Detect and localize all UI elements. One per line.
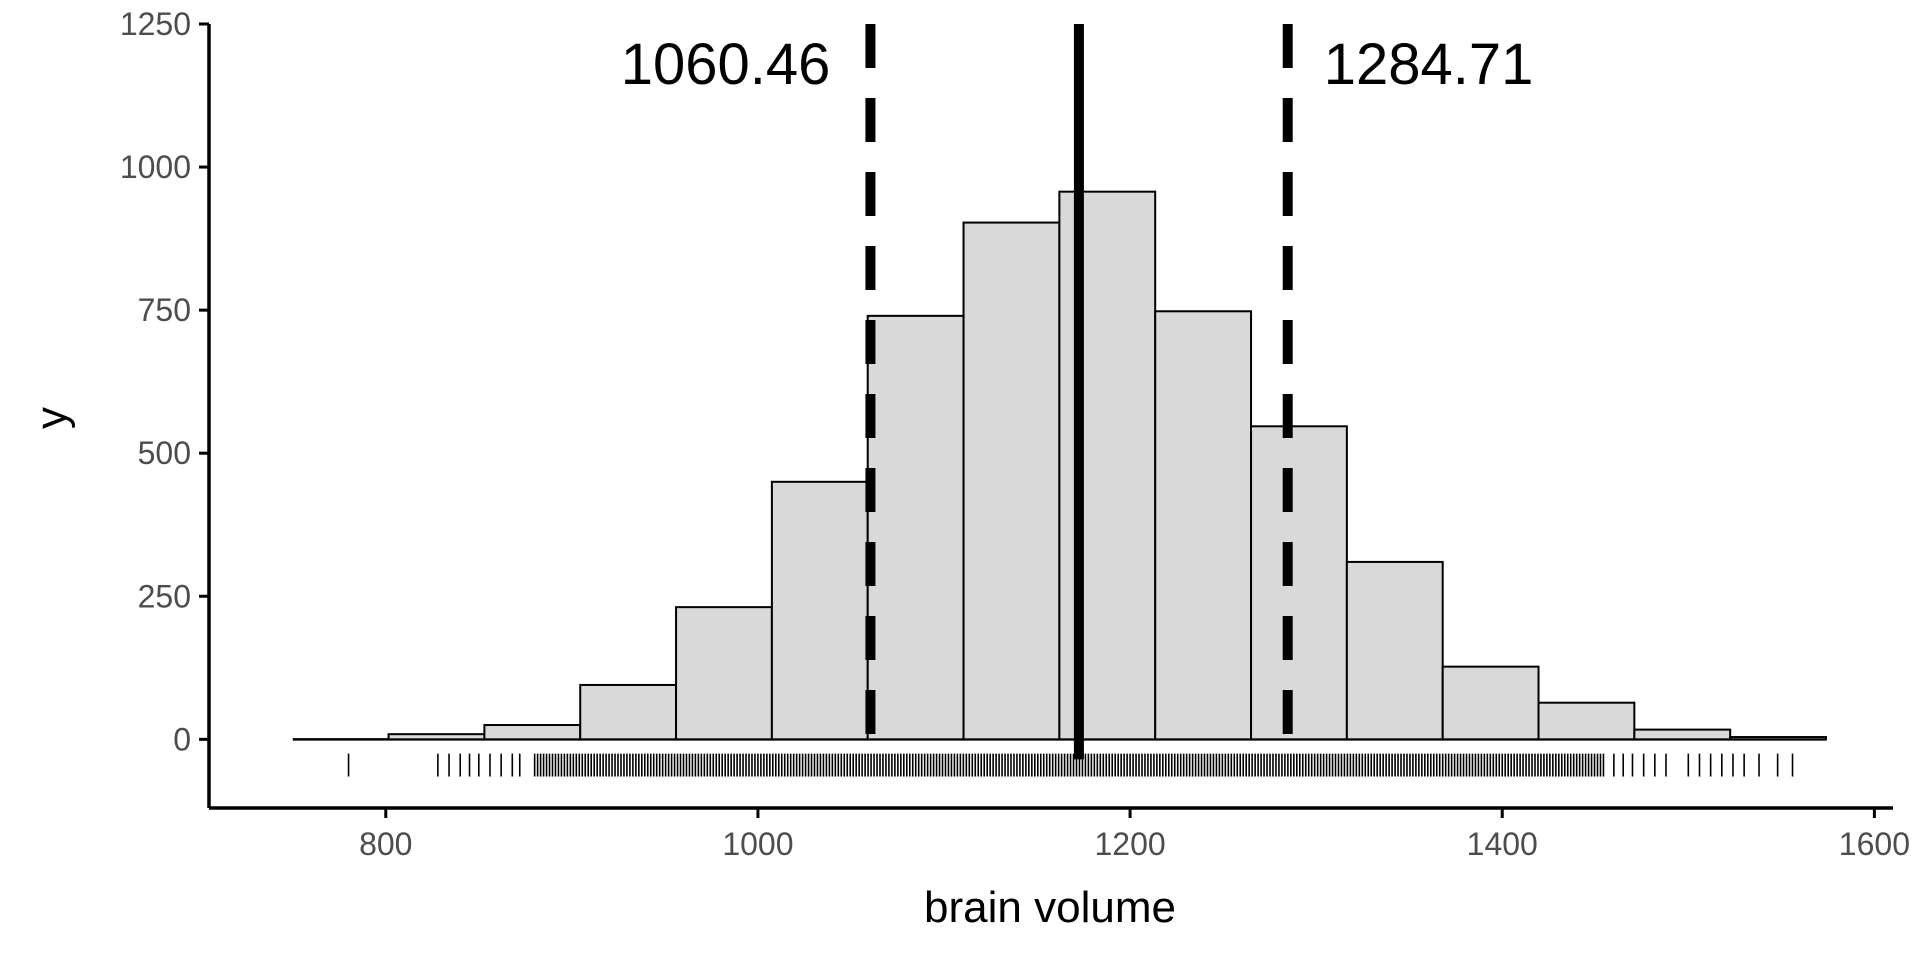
x-axis-ticks: 800 1000 1200 1400 1600 [359,808,1910,862]
y-tick-label: 250 [138,578,191,614]
x-tick-label: 800 [359,826,412,862]
histogram-bar [1537,701,1636,741]
x-axis-title: brain volume [924,883,1176,932]
x-tick-label: 1200 [1094,826,1165,862]
y-tick-label: 1250 [120,6,191,42]
y-axis-ticks: 0 250 500 750 1000 1250 [120,6,209,757]
histogram-bar [1058,190,1157,741]
reference-line-label: 1060.46 [621,32,831,97]
y-tick-label: 500 [138,435,191,471]
histogram-bar [866,314,965,741]
histogram-bar [1345,560,1444,741]
reference-lines [865,24,1293,760]
reference-line-label: 1284.71 [1324,32,1534,97]
y-tick-label: 750 [138,292,191,328]
x-tick-label: 1600 [1839,826,1910,862]
histogram-bar [675,606,773,741]
histogram-bar [483,724,582,741]
histogram-bar [1441,665,1540,741]
histogram-bars [387,190,1828,741]
y-axis-title: y [27,407,76,429]
histogram-bar [770,480,869,741]
x-tick-label: 1400 [1467,826,1538,862]
histogram-bar [1729,736,1828,741]
histogram-bar [962,221,1061,741]
histogram-bar [1250,425,1348,741]
reference-line-labels: 1060.46 1284.71 [621,32,1534,97]
x-tick-label: 1000 [722,826,793,862]
histogram-bar [1633,728,1732,741]
rug-marks [347,753,1794,777]
histogram-bar [387,733,486,741]
histogram-bar [579,683,678,741]
y-tick-label: 1000 [120,149,191,185]
y-tick-label: 0 [173,721,191,757]
histogram-bar [1154,310,1253,741]
